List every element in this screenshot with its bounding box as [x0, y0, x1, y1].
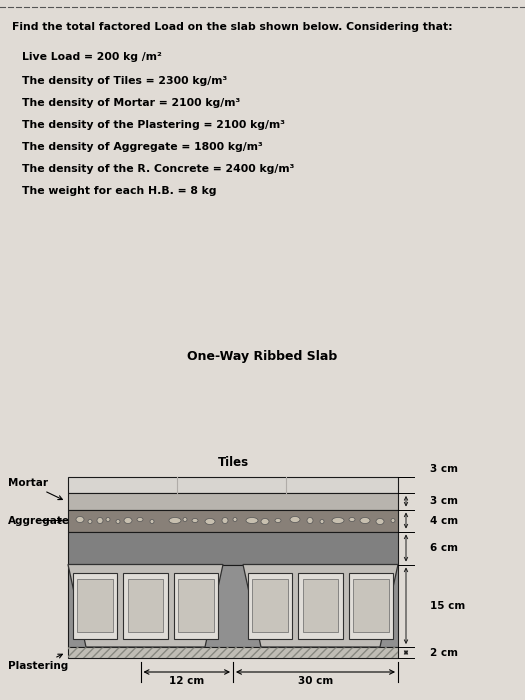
Ellipse shape [183, 517, 187, 522]
Bar [253, 580, 288, 632]
Ellipse shape [88, 519, 92, 524]
Ellipse shape [360, 517, 370, 524]
Bar [298, 573, 343, 638]
Ellipse shape [222, 517, 228, 524]
Bar [73, 573, 117, 638]
Polygon shape [68, 564, 223, 647]
Ellipse shape [106, 517, 110, 522]
Text: 15 cm: 15 cm [430, 601, 465, 610]
Bar [68, 647, 398, 658]
Ellipse shape [246, 517, 258, 524]
Bar [68, 477, 398, 493]
Ellipse shape [116, 519, 120, 524]
Polygon shape [243, 564, 398, 647]
Text: The density of Aggregate = 1800 kg/m³: The density of Aggregate = 1800 kg/m³ [22, 142, 262, 152]
Text: The weight for each H.B. = 8 kg: The weight for each H.B. = 8 kg [22, 186, 216, 196]
Text: Find the total factored Load on the slab shown below. Considering that:: Find the total factored Load on the slab… [12, 22, 453, 32]
Text: 12 cm: 12 cm [169, 676, 204, 686]
Ellipse shape [320, 519, 324, 524]
Ellipse shape [124, 517, 132, 524]
Text: Tiles: Tiles [217, 456, 248, 468]
Text: The density of Mortar = 2100 kg/m³: The density of Mortar = 2100 kg/m³ [22, 98, 240, 108]
Text: 30 cm: 30 cm [298, 676, 333, 686]
Ellipse shape [275, 519, 281, 522]
Bar [68, 531, 398, 564]
Bar [178, 580, 214, 632]
Ellipse shape [192, 519, 198, 522]
Bar [128, 580, 163, 632]
Ellipse shape [169, 517, 181, 524]
Text: The density of the R. Concrete = 2400 kg/m³: The density of the R. Concrete = 2400 kg… [22, 164, 295, 174]
Ellipse shape [290, 517, 300, 522]
Ellipse shape [349, 517, 355, 522]
Text: 4 cm: 4 cm [430, 515, 458, 526]
Text: Aggregate: Aggregate [8, 515, 70, 526]
Bar [68, 647, 398, 658]
Bar [353, 580, 388, 632]
Text: The density of the Plastering = 2100 kg/m³: The density of the Plastering = 2100 kg/… [22, 120, 285, 130]
Bar [303, 580, 338, 632]
Text: 3 cm: 3 cm [430, 496, 458, 506]
Text: 2 cm: 2 cm [430, 648, 458, 657]
Text: 6 cm: 6 cm [430, 543, 458, 553]
Bar [68, 493, 398, 510]
Ellipse shape [205, 519, 215, 524]
Bar [248, 573, 292, 638]
Bar [123, 573, 167, 638]
Ellipse shape [332, 517, 344, 524]
Bar [77, 580, 113, 632]
Text: 3 cm: 3 cm [430, 463, 458, 473]
Ellipse shape [150, 519, 154, 524]
Bar [174, 573, 218, 638]
Text: Mortar: Mortar [8, 478, 62, 500]
Bar [349, 573, 393, 638]
Ellipse shape [307, 517, 313, 524]
Ellipse shape [97, 517, 103, 524]
Text: One-Way Ribbed Slab: One-Way Ribbed Slab [187, 350, 337, 363]
Ellipse shape [233, 517, 237, 522]
Ellipse shape [376, 519, 384, 524]
Text: Live Load = 200 kg /m²: Live Load = 200 kg /m² [22, 52, 162, 62]
Ellipse shape [76, 517, 84, 522]
Text: Plastering: Plastering [8, 654, 68, 671]
Bar [68, 564, 398, 647]
Ellipse shape [261, 519, 269, 524]
Text: The density of Tiles = 2300 kg/m³: The density of Tiles = 2300 kg/m³ [22, 76, 227, 86]
Ellipse shape [391, 519, 395, 522]
Ellipse shape [137, 517, 143, 522]
Bar [68, 510, 398, 531]
